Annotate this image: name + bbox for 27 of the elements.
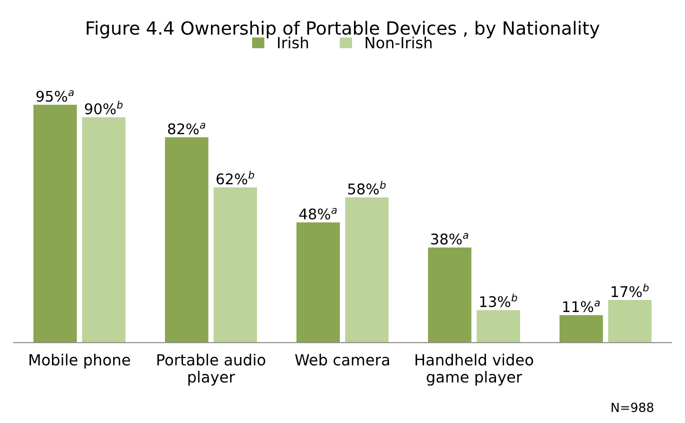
bar bbox=[476, 310, 520, 343]
text: N=988 bbox=[612, 402, 654, 412]
bar bbox=[296, 222, 340, 343]
data-label: 13%$^{b}$ bbox=[480, 294, 518, 308]
legend-label: Non-Irish bbox=[366, 36, 432, 48]
data-label: 58%$^{b}$ bbox=[348, 180, 386, 194]
bar bbox=[428, 247, 472, 343]
data-label: 95%$^{a}$ bbox=[36, 90, 74, 102]
legend-label: Irish bbox=[278, 36, 308, 48]
bar bbox=[560, 315, 603, 343]
data-label: 48%$^{a}$ bbox=[299, 208, 337, 220]
bar bbox=[33, 104, 77, 343]
bar bbox=[164, 137, 208, 343]
bar bbox=[82, 117, 126, 343]
x-tick-label: Web camera bbox=[295, 354, 390, 366]
data-label: 17%$^{b}$ bbox=[612, 284, 649, 298]
data-label: 11%$^{a}$ bbox=[563, 300, 600, 312]
x-tick-label: Mobile phone bbox=[30, 354, 130, 369]
x-tick-label: Handheld video game player bbox=[416, 354, 534, 386]
data-label: 82%$^{a}$ bbox=[168, 122, 206, 134]
x-tick-label: Portable audio player bbox=[157, 354, 266, 386]
data-label: 90%$^{b}$ bbox=[84, 100, 123, 114]
data-label: 62%$^{b}$ bbox=[216, 170, 254, 184]
bar bbox=[214, 187, 258, 343]
bar bbox=[345, 197, 389, 343]
data-label: 38%$^{a}$ bbox=[431, 233, 468, 245]
bar bbox=[608, 300, 652, 343]
